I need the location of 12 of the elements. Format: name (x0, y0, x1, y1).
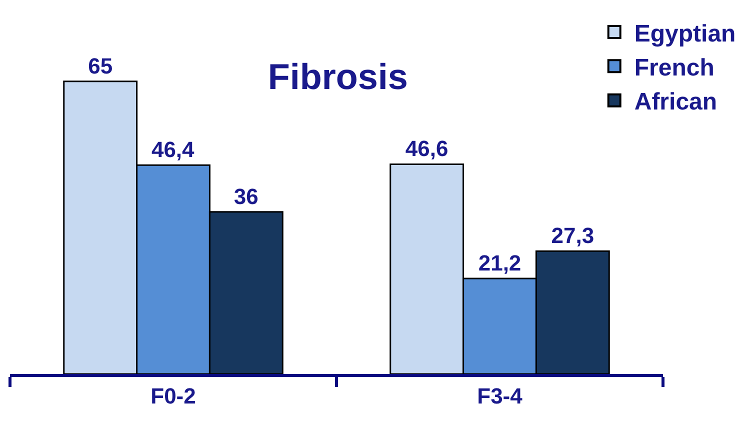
data-label: 46,6 (405, 136, 448, 162)
chart-title: Fibrosis (268, 56, 408, 97)
data-label: 21,2 (478, 250, 522, 276)
legend-label: French (634, 54, 714, 82)
data-label: 65 (88, 53, 113, 78)
data-label: 36 (234, 184, 258, 209)
x-tick-label: F3-4 (477, 383, 524, 408)
x-tick-label: F0-2 (150, 383, 196, 408)
data-label: 27,3 (551, 223, 594, 248)
legend-label: Egyptian (634, 20, 736, 48)
data-label: 46,4 (151, 137, 196, 162)
legend-label: African (634, 88, 718, 116)
